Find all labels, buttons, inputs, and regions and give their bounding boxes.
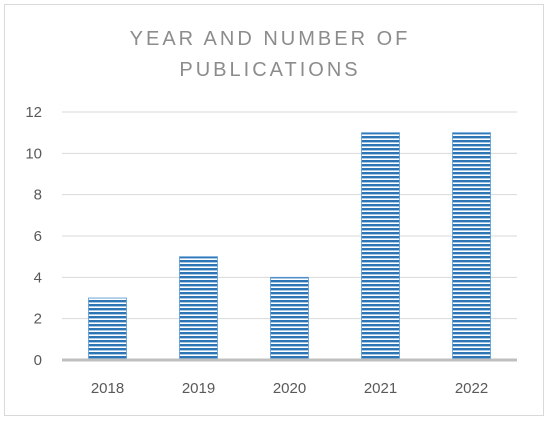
bar-2021: [361, 132, 400, 361]
bar-2020: [270, 276, 309, 361]
y-tick-label: 6: [34, 228, 42, 245]
x-axis-ticks: 2018 2019 2020 2021 2022: [91, 380, 488, 397]
x-tick-label: 2022: [455, 380, 488, 397]
bar-2019: [179, 256, 218, 361]
x-tick-label: 2018: [91, 380, 124, 397]
x-tick-label: 2021: [364, 380, 397, 397]
y-tick-label: 8: [34, 187, 42, 204]
bar-2022: [452, 132, 491, 361]
y-tick-label: 12: [25, 104, 42, 121]
y-tick-label: 2: [34, 311, 42, 328]
y-tick-label: 10: [25, 145, 42, 162]
y-axis-ticks: 0 2 4 6 8 10 12: [25, 104, 42, 369]
gridlines: [62, 111, 517, 320]
chart-title: YEAR AND NUMBER OF PUBLICATIONS: [129, 28, 411, 81]
x-tick-label: 2019: [182, 380, 215, 397]
y-tick-label: 4: [34, 269, 42, 286]
y-tick-label: 0: [34, 352, 42, 369]
bars: [88, 132, 491, 361]
x-tick-label: 2020: [273, 380, 306, 397]
bar-2018: [88, 297, 127, 361]
